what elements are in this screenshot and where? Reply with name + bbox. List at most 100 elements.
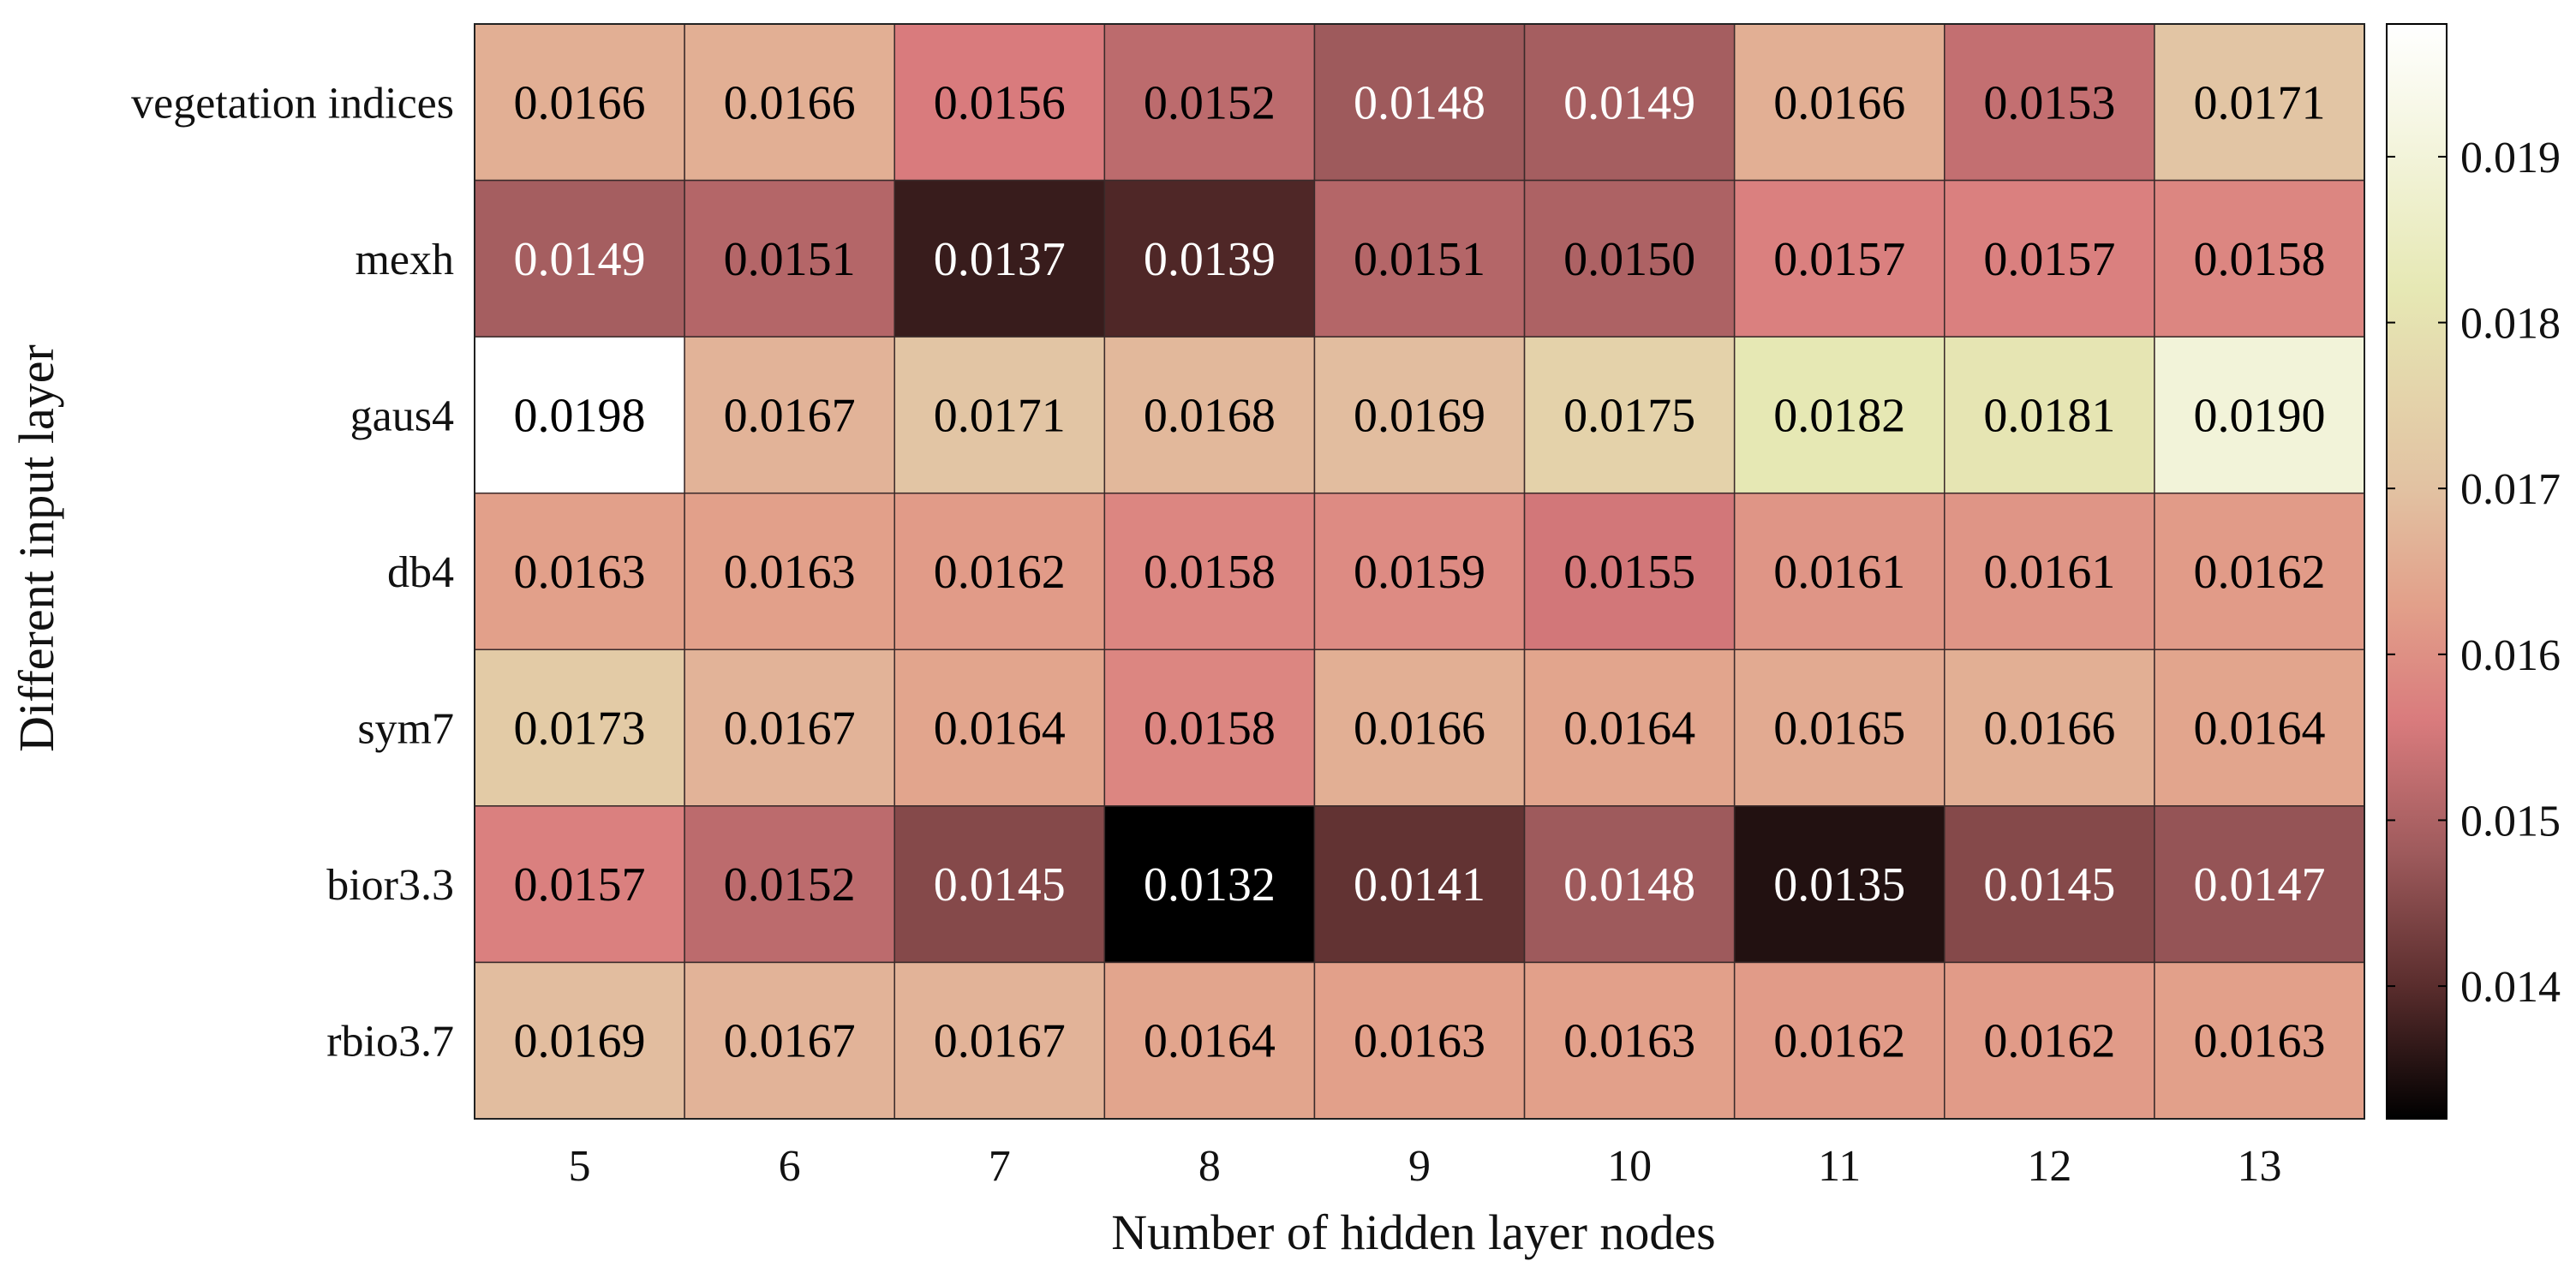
colorbar-tick-label: 0.015	[2460, 797, 2561, 846]
cell-value-label: 0.0152	[1144, 76, 1276, 129]
heatmap-cell	[1944, 179, 2155, 338]
cell-value-label: 0.0167	[724, 389, 856, 442]
cell-value-label: 0.0171	[2193, 76, 2325, 129]
heatmap-cell	[2154, 805, 2365, 964]
cell-value-label: 0.0162	[1773, 1015, 1905, 1068]
y-tick-label: rbio3.7	[326, 1018, 454, 1067]
cell-value-label: 0.0157	[1773, 233, 1905, 286]
heatmap-cell	[474, 961, 685, 1120]
colorbar-tick-label: 0.016	[2460, 631, 2561, 680]
x-tick-label: 5	[569, 1142, 591, 1191]
cell-value-label: 0.0168	[1144, 389, 1276, 442]
heatmap-cell	[474, 648, 685, 807]
cell-value-label: 0.0164	[1563, 702, 1695, 756]
heatmap-cell	[1523, 179, 1736, 338]
heatmap-cell	[474, 336, 685, 494]
cell-value-label: 0.0165	[1773, 702, 1905, 756]
x-tick-label: 9	[1408, 1142, 1431, 1191]
heatmap-cell	[474, 805, 685, 964]
cell-value-label: 0.0169	[514, 1015, 646, 1068]
heatmap-cell	[2154, 648, 2365, 807]
heatmap-cell	[1313, 961, 1526, 1120]
cell-value-label: 0.0137	[934, 233, 1066, 286]
cell-value-label: 0.0173	[514, 702, 646, 756]
cell-value-label: 0.0152	[724, 858, 856, 911]
heatmap-cell	[1103, 648, 1316, 807]
cell-value-label: 0.0166	[514, 76, 646, 129]
y-tick-label: gaus4	[350, 391, 454, 440]
heatmap-cell	[1523, 23, 1736, 182]
cell-value-label: 0.0135	[1773, 858, 1905, 911]
cell-value-label: 0.0163	[1563, 1015, 1695, 1068]
heatmap-cell	[1523, 648, 1736, 807]
x-tick-label: 8	[1198, 1142, 1221, 1191]
heatmap-cell	[894, 961, 1106, 1120]
cell-value-label: 0.0175	[1563, 389, 1695, 442]
cell-value-label: 0.0155	[1563, 546, 1695, 599]
y-axis-tick-labels: vegetation indices mexh gaus4 db4 sym7 bior3.…	[131, 79, 454, 1066]
heatmap-cell	[894, 648, 1106, 807]
heatmap-cell	[1733, 492, 1945, 651]
cell-value-label: 0.0198	[514, 389, 646, 442]
heatmap-cell	[894, 336, 1106, 494]
heatmap-cell	[1313, 179, 1526, 338]
colorbar-ticks: 0.014 0.015 0.016 0.017 0.018 0.019	[2387, 134, 2561, 1012]
heatmap-cell	[2154, 179, 2365, 338]
heatmap-cell	[1944, 805, 2155, 964]
x-axis-title: Number of hidden layer nodes	[1111, 1204, 1715, 1260]
cell-value-label: 0.0149	[1563, 76, 1695, 129]
heatmap-cell	[894, 179, 1106, 338]
cell-value-label: 0.0166	[1773, 76, 1905, 129]
cell-value-label: 0.0141	[1354, 858, 1485, 911]
cell-value-label: 0.0139	[1144, 233, 1276, 286]
cell-value-label: 0.0157	[1983, 233, 2115, 286]
cell-value-label: 0.0164	[934, 702, 1066, 756]
cell-value-label: 0.0163	[724, 546, 856, 599]
cell-value-label: 0.0171	[934, 389, 1066, 442]
heatmap-cell	[1944, 961, 2155, 1120]
heatmap-cell	[1733, 179, 1945, 338]
cell-value-label: 0.0161	[1773, 546, 1905, 599]
cell-value-label: 0.0132	[1144, 858, 1276, 911]
x-tick-label: 13	[2237, 1142, 2281, 1191]
cell-value-label: 0.0190	[2193, 389, 2325, 442]
x-tick-label: 10	[1607, 1142, 1652, 1191]
y-tick-label: vegetation indices	[131, 79, 454, 128]
heatmap-cell	[1944, 23, 2155, 182]
heatmap-cell	[1103, 805, 1316, 964]
cell-value-label: 0.0162	[1983, 1015, 2115, 1068]
plot-frame	[474, 23, 2365, 1120]
cell-value-label: 0.0158	[2193, 233, 2325, 286]
heatmap-cell	[1103, 179, 1316, 338]
cell-value-label: 0.0149	[514, 233, 646, 286]
cell-value-label: 0.0182	[1773, 389, 1905, 442]
heatmap-cell	[474, 179, 685, 338]
x-tick-label: 7	[989, 1142, 1011, 1191]
cell-value-label: 0.0163	[514, 546, 646, 599]
cell-value-label: 0.0157	[514, 858, 646, 911]
x-axis-tick-labels: 5 6 7 8 9 10 11 12 13	[569, 1142, 2282, 1191]
colorbar-tick-label: 0.014	[2460, 963, 2561, 1012]
y-tick-label: sym7	[357, 705, 454, 754]
cell-value-label: 0.0167	[724, 702, 856, 756]
colorbar	[2386, 23, 2447, 1120]
cell-value-label: 0.0166	[724, 76, 856, 129]
cell-value-label: 0.0164	[1144, 1015, 1276, 1068]
heatmap-cell	[1313, 805, 1526, 964]
heatmap-cell	[1103, 23, 1316, 182]
cell-value-label: 0.0162	[2193, 546, 2325, 599]
heatmap-cell	[1733, 648, 1945, 807]
x-tick-label: 12	[2027, 1142, 2071, 1191]
cell-value-label: 0.0163	[2193, 1015, 2325, 1068]
heatmap-cells: 0.0166 0.0166 0.0156 0.0152 0.0148 0.0149 0.01…	[474, 23, 2365, 1120]
heatmap-cell	[684, 492, 895, 651]
x-tick-label: 11	[1818, 1142, 1861, 1191]
heatmap-cell	[684, 961, 895, 1120]
heatmap-cell	[1944, 492, 2155, 651]
cell-value-label: 0.0147	[2193, 858, 2325, 911]
cell-value-label: 0.0166	[1354, 702, 1485, 756]
heatmap-cell	[1313, 23, 1526, 182]
heatmap-cell	[684, 336, 895, 494]
colorbar-tick-label: 0.019	[2460, 134, 2561, 182]
